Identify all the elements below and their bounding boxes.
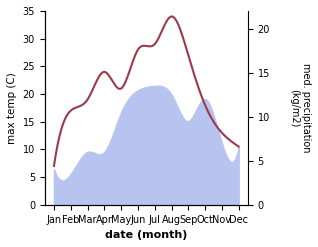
X-axis label: date (month): date (month) xyxy=(105,230,188,240)
Y-axis label: max temp (C): max temp (C) xyxy=(7,72,17,144)
Y-axis label: med. precipitation
(kg/m2): med. precipitation (kg/m2) xyxy=(289,63,311,153)
